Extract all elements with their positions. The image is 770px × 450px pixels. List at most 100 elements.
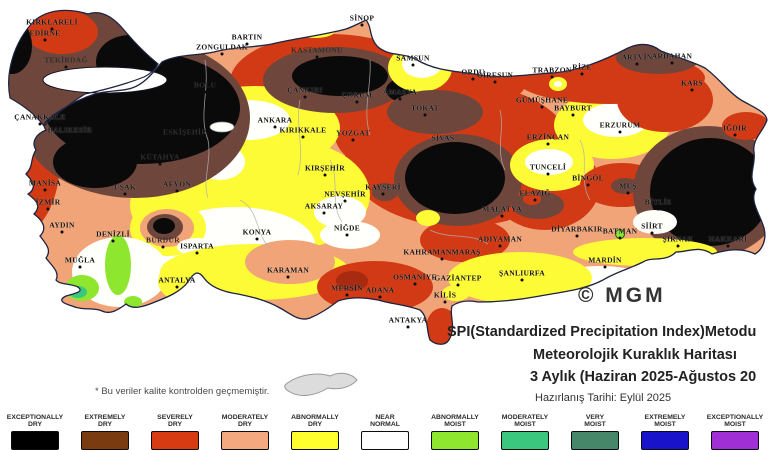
legend-label-line1: ABNORMALLY [431, 414, 479, 421]
legend-item: ABNORMALLY MOIST [420, 414, 490, 450]
city-label: KIRKLARELİ [26, 17, 78, 27]
city-dot [498, 244, 502, 248]
city-label: BAYBURT [554, 103, 592, 113]
city-dot [443, 300, 447, 304]
legend-color-swatch [361, 430, 409, 450]
legend-item: EXCEPTIONALLY DRY [0, 414, 70, 450]
city-dot [161, 245, 165, 249]
legend-label-line2: DRY [27, 421, 43, 429]
city-dot [175, 285, 179, 289]
city-dot [43, 188, 47, 192]
city-dot [315, 55, 319, 59]
city-dot [360, 23, 364, 27]
city-dot [343, 199, 347, 203]
legend-label-line2: DRY [237, 421, 253, 429]
city-label: BİTLİS [644, 197, 672, 207]
map-title-type: Meteorolojik Kuraklık Haritası [533, 347, 737, 363]
city-label: KIRŞEHİR [305, 163, 345, 173]
city-dot [378, 295, 382, 299]
legend-color-swatch [711, 430, 759, 450]
city-label: ANTALYA [158, 275, 196, 285]
legend-label-line2: DRY [167, 421, 183, 429]
city-dot [550, 75, 554, 79]
city-dot [546, 142, 550, 146]
city-label: ÇANAKKALE [14, 112, 66, 122]
city-label: YOZGAT [336, 128, 370, 138]
legend-color-swatch [501, 430, 549, 450]
city-label: ERZİNCAN [526, 132, 570, 142]
city-dot [50, 27, 54, 31]
map-prepared-date: Hazırlanış Tarihi: Eylül 2025 [535, 392, 672, 404]
city-dot [533, 198, 537, 202]
map-title-period: 3 Aylık (Haziran 2025-Ağustos 20 [530, 369, 757, 385]
city-dot [220, 52, 224, 56]
city-dot [456, 283, 460, 287]
city-label: ÇANKIRI [287, 85, 323, 95]
legend-color-swatch [291, 430, 339, 450]
legend-label-line1: MODERATELY [501, 414, 549, 421]
city-dot [46, 207, 50, 211]
legend-color-swatch [431, 430, 479, 450]
city-label: AYDIN [49, 220, 75, 230]
city-dot [78, 265, 82, 269]
city-dot [355, 100, 359, 104]
city-label: ŞIRNAK [662, 234, 694, 244]
city-label: BİNGÖL [572, 173, 604, 183]
city-label: SİVAS [431, 133, 455, 143]
city-label: ARTVİN [621, 52, 653, 62]
city-label: KÜTAHYA [140, 152, 180, 162]
city-dot [64, 65, 68, 69]
city-label: IĞDIR [722, 123, 748, 133]
legend-label-line1: NEAR [375, 414, 395, 421]
city-label: ESKİŞEHİR [163, 127, 207, 137]
city-label: EDİRNE [29, 28, 61, 38]
city-dot [398, 97, 402, 101]
city-label: KİLİS [433, 290, 457, 300]
city-label: KIRIKKALE [279, 125, 327, 135]
legend-label-line2: MOIST [584, 421, 606, 429]
city-label: BOLU [193, 80, 217, 90]
city-label: KARAMAN [266, 265, 310, 275]
legend-color-swatch [641, 430, 689, 450]
city-dot [345, 233, 349, 237]
city-label: GİRESUN [476, 70, 514, 80]
city-dot [255, 237, 259, 241]
city-dot [690, 88, 694, 92]
city-label: ISPARTA [180, 241, 214, 251]
city-dot [440, 257, 444, 261]
legend-item: NEAR NORMAL [350, 414, 420, 450]
city-label: BARTIN [231, 32, 263, 42]
city-label: TRABZON [532, 65, 572, 75]
city-label: MANİSA [28, 178, 62, 188]
city-dot [656, 207, 660, 211]
city-label: NİĞDE [333, 223, 361, 233]
city-dot [158, 162, 162, 166]
city-dot [575, 234, 579, 238]
map-title-spi: SPI(Standardized Precipitation Index)Met… [447, 324, 757, 340]
city-label: ANTAKYA [388, 315, 428, 325]
legend-label-line2: NORMAL [370, 421, 400, 429]
legend-item: ABNORMALLY DRY [280, 414, 350, 450]
legend-item: EXTREMELY DRY [70, 414, 140, 450]
legend-label-line2: MOIST [514, 421, 536, 429]
legend-color-swatch [81, 430, 129, 450]
city-dot [493, 80, 497, 84]
city-label: MUĞLA [64, 255, 96, 265]
legend-label-line1: EXCEPTIONALLY [6, 414, 64, 421]
city-label: KASTAMONU [291, 45, 343, 55]
city-dot [406, 325, 410, 329]
quality-footnote: * Bu veriler kalite kontrolden geçmemişt… [95, 386, 270, 397]
city-dot [670, 61, 674, 65]
city-dot [273, 125, 277, 129]
legend-label-line1: ABNORMALLY [291, 414, 339, 421]
city-label: BALIKESİR [47, 125, 93, 135]
city-label: ZONGULDAK [196, 42, 248, 52]
city-dot [183, 137, 187, 141]
city-label: SAMSUN [396, 53, 430, 63]
city-label: ÇORUM [341, 90, 373, 100]
city-dot [571, 113, 575, 117]
city-label: ADIYAMAN [477, 234, 523, 244]
city-dot [471, 77, 475, 81]
city-dot [726, 244, 730, 248]
city-label: NEVŞEHİR [324, 189, 366, 199]
